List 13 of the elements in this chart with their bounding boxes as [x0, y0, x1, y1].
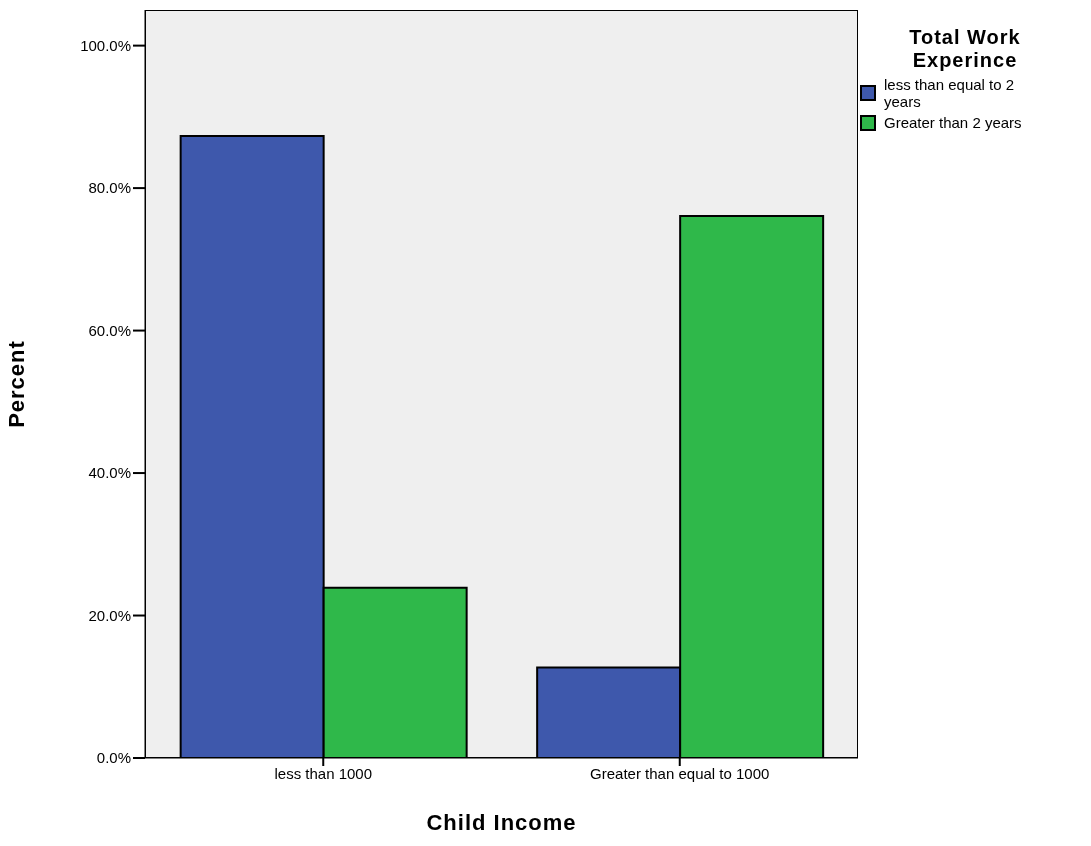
y-tick-label: 0.0%	[96, 749, 131, 767]
y-tick-label: 100.0%	[80, 36, 131, 54]
x-tick-label: Greater than equal to 1000	[590, 764, 770, 782]
legend-label: Greater than 2 years	[884, 114, 1023, 131]
x-axis-title: Child Income	[426, 810, 577, 835]
x-tick-label: less than 1000	[274, 764, 373, 782]
y-tick-label: 40.0%	[88, 464, 131, 482]
y-axis-title: Percent	[3, 340, 29, 428]
legend-title: Total Work Experince	[908, 26, 1022, 72]
legend-label: less than equal to 2 years	[884, 76, 1016, 110]
y-tick-label: 80.0%	[88, 179, 131, 197]
y-tick-label: 60.0%	[88, 321, 131, 339]
y-tick-label: 20.0%	[88, 606, 131, 624]
